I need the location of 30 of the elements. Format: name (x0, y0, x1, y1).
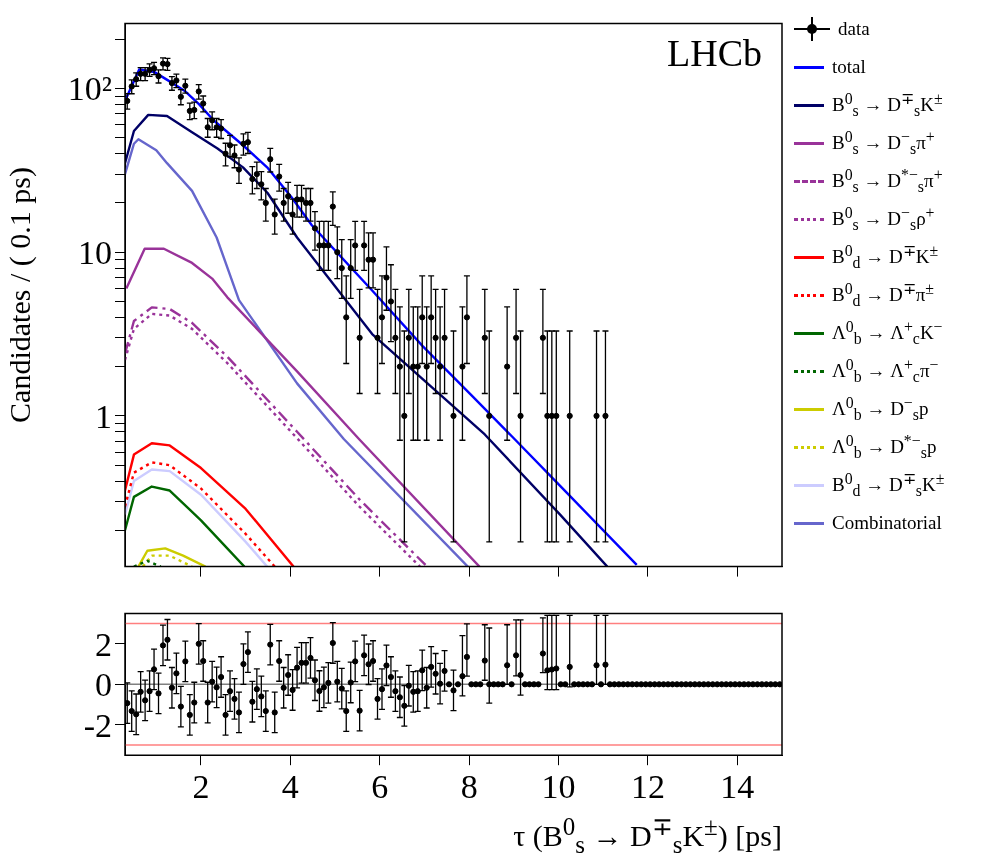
y-axis-title: Candidates / ( 0.1 ps) (2, 167, 37, 423)
text: τ (B$^{0}$$_{s}$ → D$^{∓}$$_{s}$K$^{±}$) [ps] (513, 813, 782, 857)
legend-label: Λ$^{0}$$_{b}$ → Λ$^{+}$$_{c}$K$^{−}$ (832, 317, 943, 349)
legend-label: Λ$^{0}$$_{b}$ → Λ$^{+}$$_{c}$π$^{−}$ (832, 355, 939, 387)
x-tick-label: 2 (192, 767, 210, 805)
x-tick-label: 4 (281, 767, 299, 805)
x-tick-label: 10 (541, 767, 576, 805)
legend-label: Λ$^{0}$$_{b}$ → D$^{−}$$_{s}$p (832, 393, 929, 425)
legend-label: data (838, 18, 870, 40)
y-tick-label: 10² (67, 70, 112, 108)
legend-label: total (832, 56, 866, 78)
y-tick-label: 10 (78, 234, 112, 272)
y-tick-label: 0 (95, 666, 112, 704)
legend-label: Λ$^{0}$$_{b}$ → D$^{*−}$$_{s}$p (832, 431, 937, 463)
x-tick-label: 12 (630, 767, 665, 805)
x-tick-label: 8 (460, 767, 478, 805)
x-tick-label: 6 (371, 767, 389, 805)
legend-label: Combinatorial (832, 512, 942, 534)
legend-label: B$^{0}$$_{d}$ → D$^{∓}$K$^{±}$ (832, 241, 939, 273)
legend-label: B$^{0}$$_{d}$ → D$^{∓}$π$^{±}$ (832, 279, 935, 311)
legend-label: B$^{0}$$_{s}$ → D$^{*−}$$_{s}$π$^{+}$ (832, 165, 943, 197)
legend-label: B$^{0}$$_{s}$ → D$^{−}$$_{s}$ρ$^{+}$ (832, 203, 935, 235)
legend-label: B$^{0}$$_{s}$ → D$^{∓}$$_{s}$K$^{±}$ (832, 89, 943, 121)
y-tick-label: 1 (95, 397, 112, 435)
legend-label: B$^{0}$$_{d}$ → D$^{∓}$$_{s}$K$^{±}$ (832, 469, 945, 501)
y-tick-label: 2 (95, 625, 112, 663)
y-tick-label: -2 (83, 706, 112, 744)
legend-label: B$^{0}$$_{s}$ → D$^{−}$$_{s}$π$^{+}$ (832, 127, 935, 159)
x-tick-label: 14 (720, 767, 755, 805)
annotation: LHCb (667, 32, 762, 75)
